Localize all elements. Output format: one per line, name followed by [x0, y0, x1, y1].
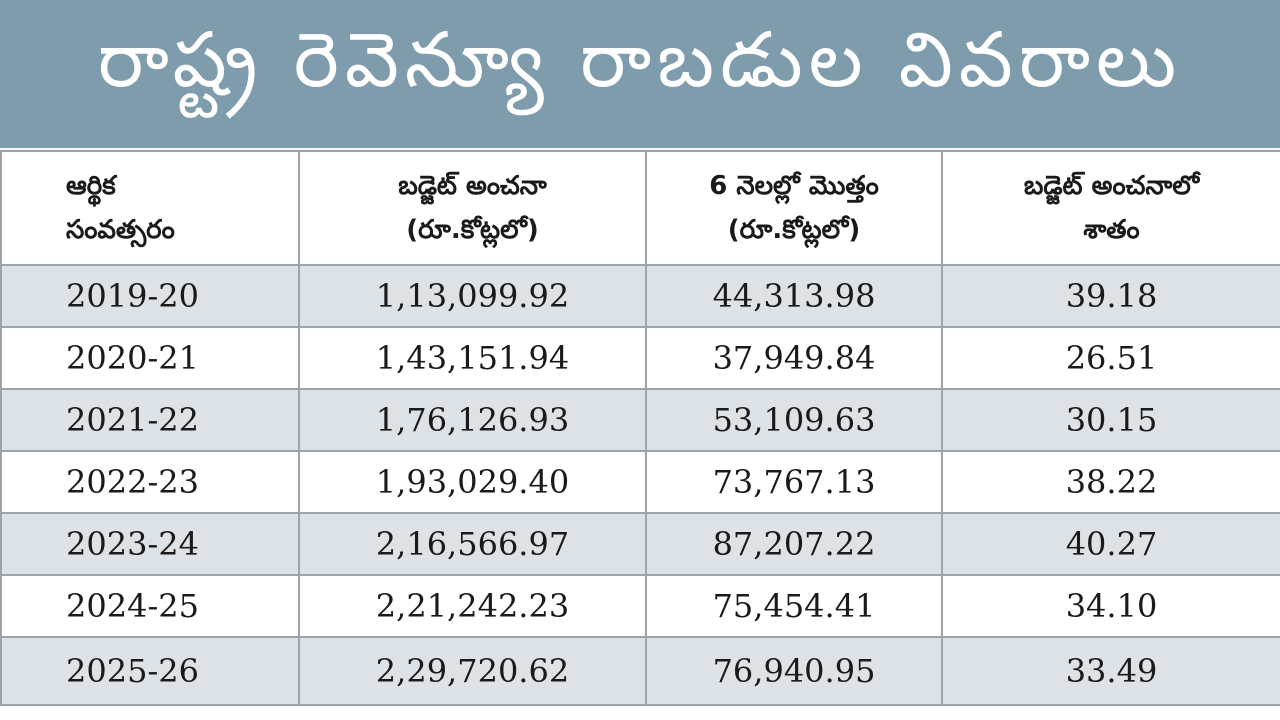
cell-budget: 1,13,099.92 — [298, 264, 647, 328]
cell-six-months: 76,940.95 — [645, 636, 943, 706]
table-row: 2021-22 1,76,126.93 53,109.63 30.15 — [0, 388, 1280, 452]
header-row: ఆర్థిక సంవత్సరం బడ్జెట్ అంచనా (రూ.కోట్లల… — [0, 150, 1280, 266]
table-row: 2025-26 2,29,720.62 76,940.95 33.49 — [0, 636, 1280, 706]
cell-percent: 33.49 — [941, 636, 1280, 706]
cell-six-months: 53,109.63 — [645, 388, 943, 452]
header-line: బడ్జెట్ అంచనా — [398, 171, 547, 201]
header-budget-estimate: బడ్జెట్ అంచనా (రూ.కోట్లలో) — [298, 150, 647, 266]
cell-percent: 30.15 — [941, 388, 1280, 452]
header-six-month-total: 6 నెలల్లో మొత్తం (రూ.కోట్లలో) — [645, 150, 943, 266]
header-fiscal-year: ఆర్థిక సంవత్సరం — [0, 150, 300, 266]
table-row: 2023-24 2,16,566.97 87,207.22 40.27 — [0, 512, 1280, 576]
cell-year: 2023-24 — [0, 512, 300, 576]
cell-percent: 34.10 — [941, 574, 1280, 638]
cell-percent: 39.18 — [941, 264, 1280, 328]
cell-year: 2021-22 — [0, 388, 300, 452]
cell-year: 2019-20 — [0, 264, 300, 328]
cell-year: 2022-23 — [0, 450, 300, 514]
cell-percent: 40.27 — [941, 512, 1280, 576]
header-line: బడ్జెట్ అంచనాలో — [1023, 171, 1200, 201]
cell-six-months: 87,207.22 — [645, 512, 943, 576]
cell-budget: 2,21,242.23 — [298, 574, 647, 638]
cell-year: 2025-26 — [0, 636, 300, 706]
page-title: రాష్ట్ర రెవెన్యూ రాబడుల వివరాలు — [97, 15, 1183, 104]
revenue-table: ఆర్థిక సంవత్సరం బడ్జెట్ అంచనా (రూ.కోట్లల… — [0, 150, 1280, 706]
cell-six-months: 44,313.98 — [645, 264, 943, 328]
cell-budget: 2,16,566.97 — [298, 512, 647, 576]
cell-budget: 2,29,720.62 — [298, 636, 647, 706]
cell-six-months: 37,949.84 — [645, 326, 943, 390]
cell-budget: 1,76,126.93 — [298, 388, 647, 452]
cell-budget: 1,43,151.94 — [298, 326, 647, 390]
header-line: సంవత్సరం — [66, 215, 175, 245]
header-line: ఆర్థిక — [66, 171, 116, 201]
header-line: 6 నెలల్లో మొత్తం — [709, 171, 879, 201]
cell-budget: 1,93,029.40 — [298, 450, 647, 514]
header-line: (రూ.కోట్లలో) — [406, 215, 539, 245]
table-row: 2022-23 1,93,029.40 73,767.13 38.22 — [0, 450, 1280, 514]
cell-percent: 26.51 — [941, 326, 1280, 390]
cell-percent: 38.22 — [941, 450, 1280, 514]
table-row: 2019-20 1,13,099.92 44,313.98 39.18 — [0, 264, 1280, 328]
header-line: శాతం — [1083, 215, 1140, 245]
cell-year: 2024-25 — [0, 574, 300, 638]
table-row: 2020-21 1,43,151.94 37,949.84 26.51 — [0, 326, 1280, 390]
cell-six-months: 73,767.13 — [645, 450, 943, 514]
title-banner: రాష్ట్ర రెవెన్యూ రాబడుల వివరాలు — [0, 0, 1280, 148]
header-line: (రూ.కోట్లలో) — [727, 215, 861, 245]
header-percent-of-budget: బడ్జెట్ అంచనాలో శాతం — [941, 150, 1280, 266]
cell-six-months: 75,454.41 — [645, 574, 943, 638]
table-row: 2024-25 2,21,242.23 75,454.41 34.10 — [0, 574, 1280, 638]
cell-year: 2020-21 — [0, 326, 300, 390]
